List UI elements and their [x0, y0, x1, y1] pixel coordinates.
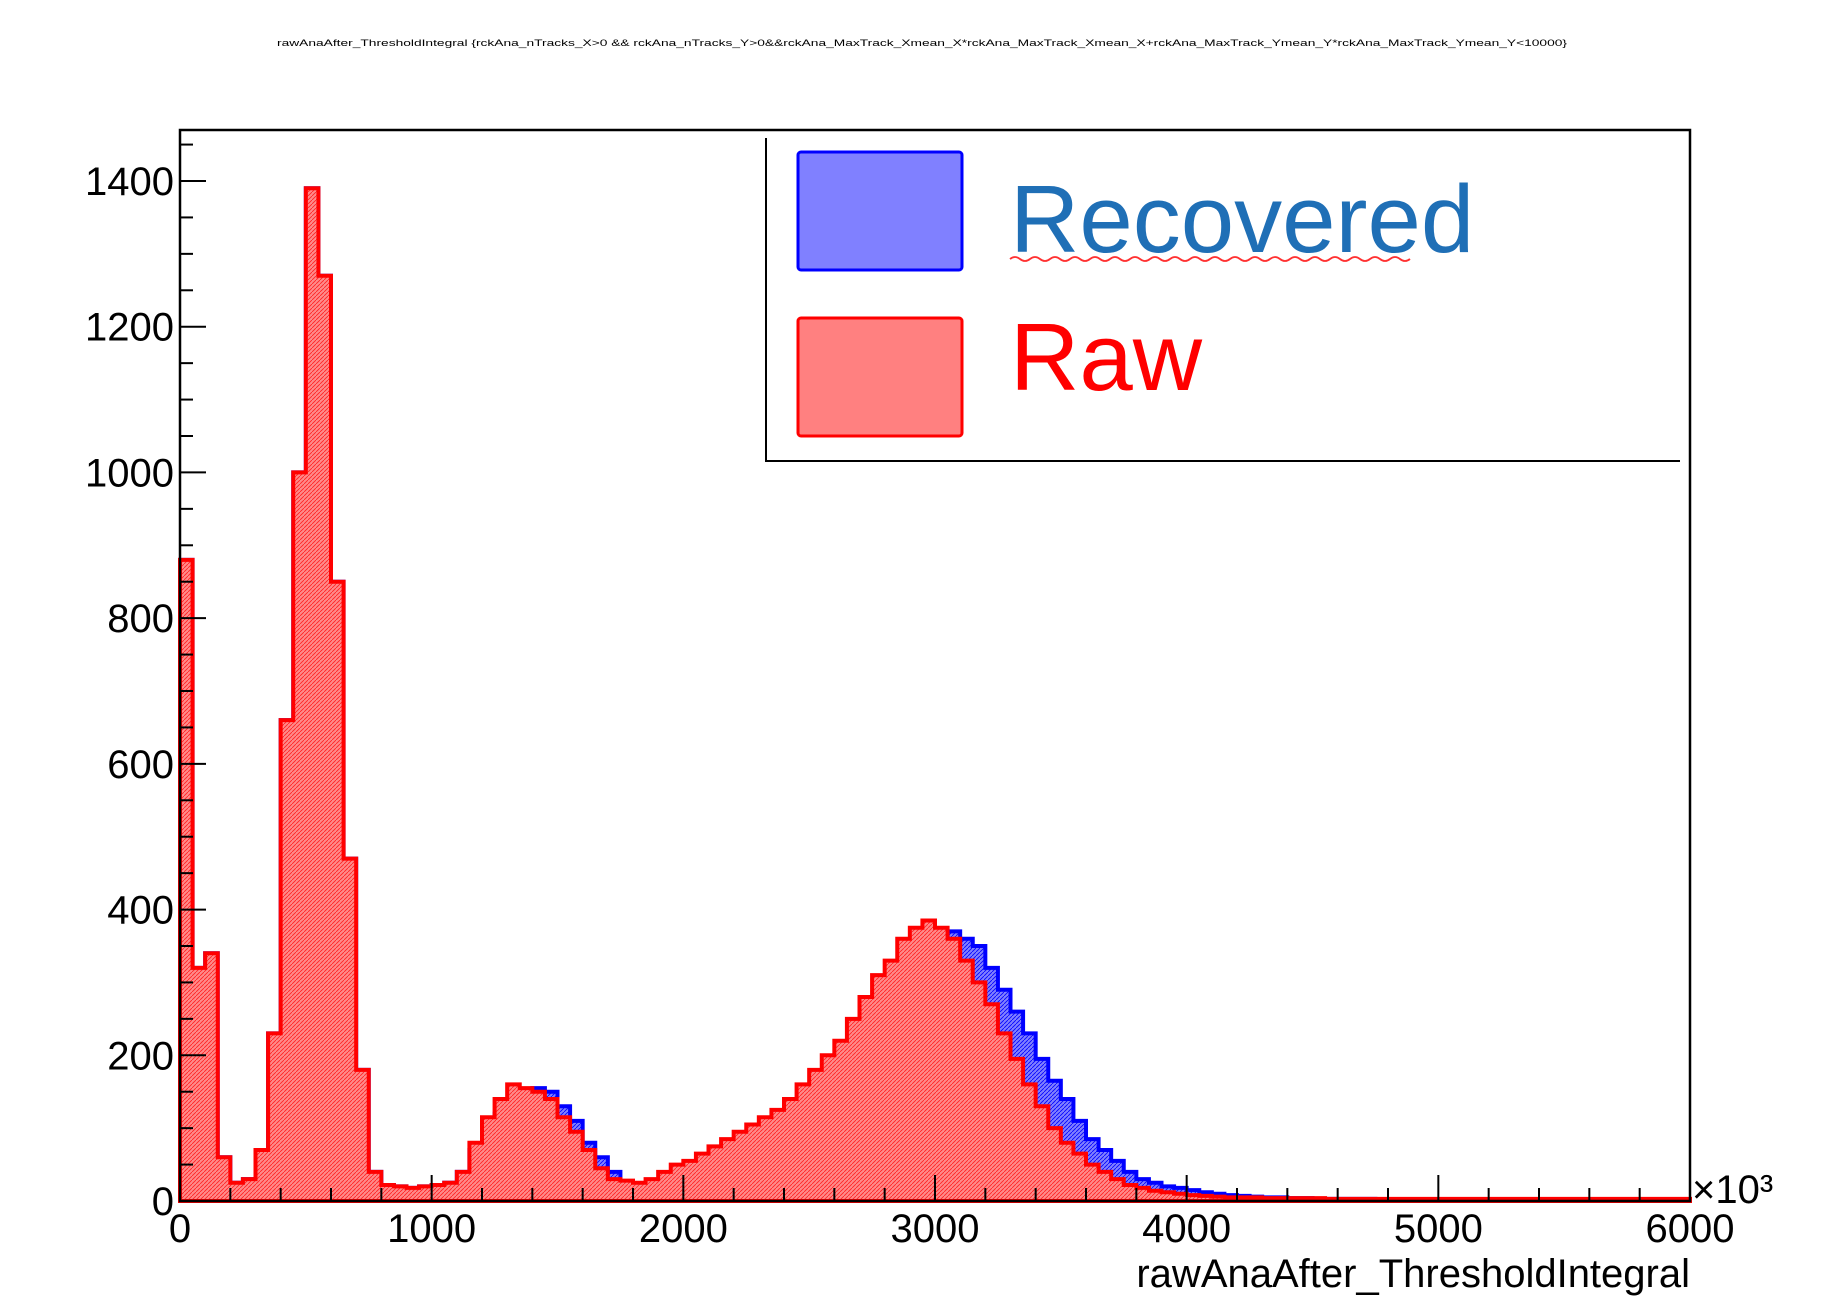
legend-swatch-raw: [796, 316, 964, 438]
y-tick-label: 1200: [85, 306, 174, 350]
y-tick-label: 600: [107, 743, 174, 787]
x-tick-label: 6000: [1646, 1207, 1735, 1251]
x-axis: 0 1000 2000 3000 4000 5000 6000: [169, 1175, 1735, 1251]
x-tick-label: 1000: [387, 1207, 476, 1251]
legend: Recovered Raw: [765, 138, 1682, 462]
y-tick-label: 0: [152, 1180, 174, 1224]
x-axis-title: rawAnaAfter_ThresholdIntegral: [1136, 1252, 1690, 1296]
chart-title: rawAnaAfter_ThresholdIntegral {rckAna_nT…: [277, 38, 1567, 48]
legend-swatch-recovered: [796, 150, 964, 272]
y-tick-label: 1400: [85, 160, 174, 204]
series-layer: [178, 186, 1692, 1203]
series-raw: [178, 186, 1692, 1203]
legend-underline-squiggle: [1009, 256, 1411, 262]
y-tick-label: 1000: [85, 451, 174, 495]
x-axis-multiplier: ×10³: [1692, 1168, 1773, 1212]
y-axis: 0 200 400 600 800 1000 1200 1400: [85, 143, 206, 1224]
x-tick-label: 2000: [639, 1207, 728, 1251]
y-tick-label: 800: [107, 597, 174, 641]
legend-label-recovered: Recovered: [1010, 166, 1474, 273]
x-tick-label: 5000: [1394, 1207, 1483, 1251]
legend-border: [765, 138, 1680, 462]
legend-label-raw: Raw: [1010, 304, 1203, 411]
y-tick-label: 200: [107, 1034, 174, 1078]
x-tick-label: 4000: [1142, 1207, 1231, 1251]
y-tick-label: 400: [107, 889, 174, 933]
x-tick-label: 3000: [891, 1207, 980, 1251]
x-tick-label: 0: [169, 1207, 191, 1251]
